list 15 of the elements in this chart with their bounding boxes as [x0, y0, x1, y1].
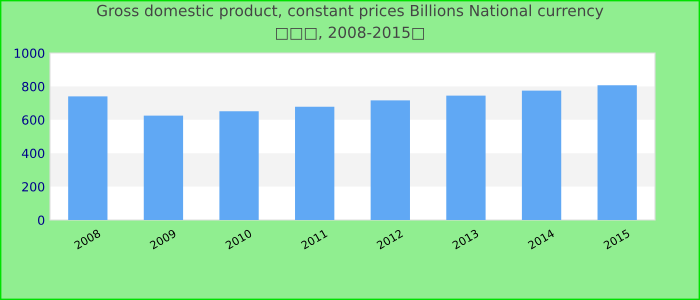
y-tick-label: 400 — [22, 148, 44, 158]
y-tick-label: 1000 — [14, 48, 44, 58]
bar — [295, 106, 334, 220]
y-tick-label: 600 — [22, 115, 44, 125]
bar — [68, 96, 108, 220]
y-tick-label: 0 — [38, 215, 44, 225]
y-tick-label: 200 — [22, 182, 44, 192]
chart-title: Gross domestic product, constant prices Billions National currency □□□, 2008-2015□ — [97, 4, 604, 40]
bar — [219, 111, 259, 220]
bar — [522, 90, 562, 220]
bar — [598, 85, 637, 220]
bar — [446, 96, 486, 220]
y-tick-label: 800 — [22, 82, 44, 92]
bar — [144, 116, 184, 220]
bar — [370, 100, 410, 220]
